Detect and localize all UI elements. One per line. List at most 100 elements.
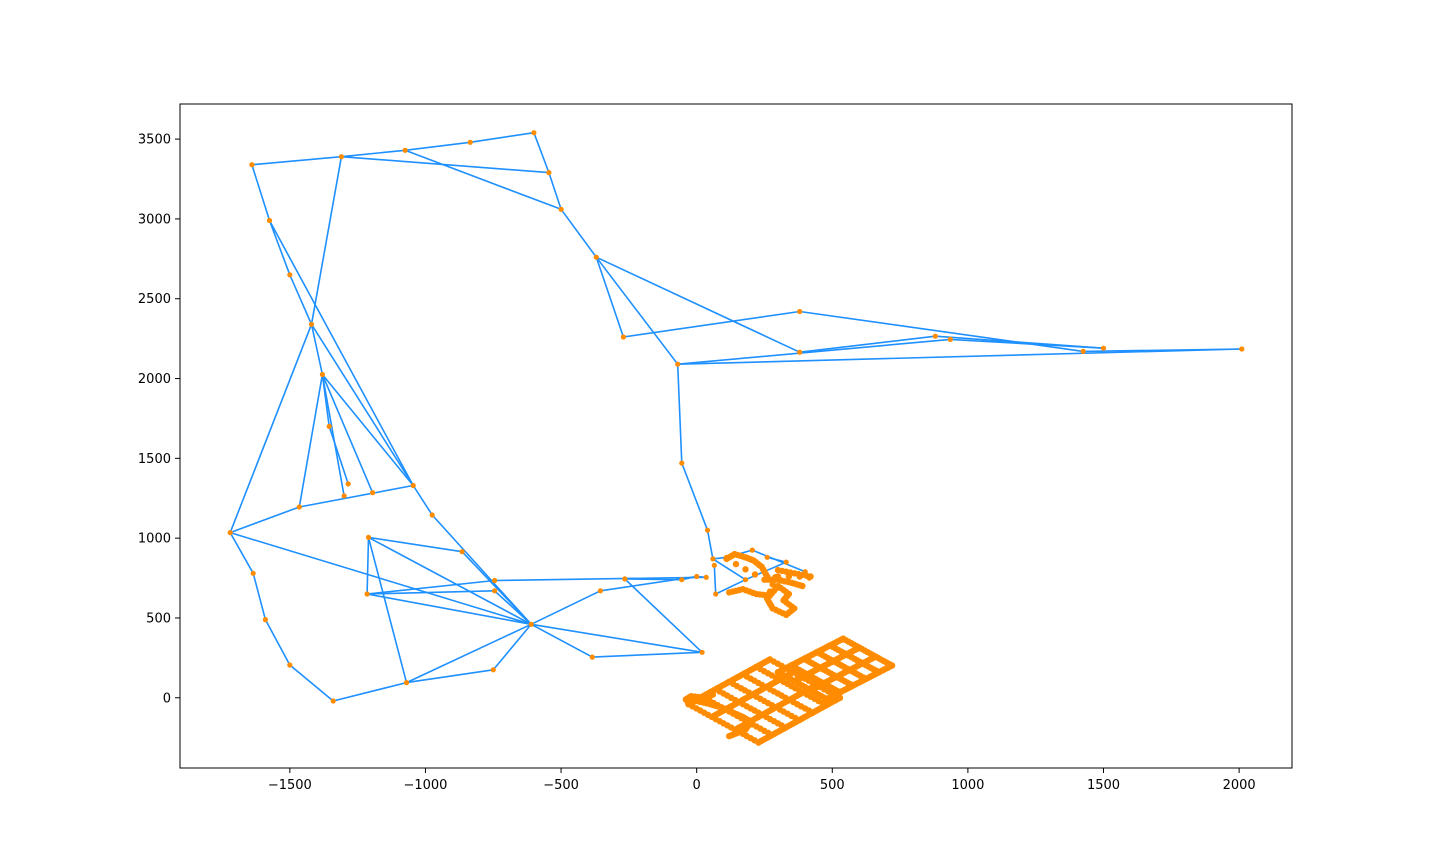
network-node-32	[330, 698, 336, 704]
x-tick-label-3: 0	[693, 778, 701, 793]
network-edge-5	[548, 172, 562, 210]
network-edge-16	[799, 335, 936, 353]
network-edge-13	[677, 348, 1242, 365]
x-tick-label-6: 1500	[1087, 778, 1120, 793]
network-edge-75	[624, 578, 682, 581]
network-edge-7	[404, 149, 562, 211]
network-node-45	[679, 460, 685, 466]
network-edge-45	[321, 373, 414, 487]
network-edge-58	[366, 537, 370, 595]
network-edge-60	[367, 537, 408, 683]
y-tick-label-7: 3500	[138, 133, 171, 148]
y-tick-label-1: 500	[146, 611, 171, 626]
network-node-27	[296, 504, 302, 510]
network-edge-36	[310, 156, 343, 325]
network-edge-35	[268, 220, 414, 486]
network-edge-67	[406, 623, 532, 684]
network-node-11	[797, 349, 803, 355]
axes-frame	[179, 103, 1293, 769]
network-node-24	[370, 490, 376, 496]
network-node-54	[742, 577, 749, 583]
cluster-point-597	[742, 566, 749, 573]
cluster-point-560	[766, 588, 774, 595]
network-edge-34	[289, 274, 313, 325]
x-axis: −1500 −1000 −500 0 500 1000 1500 2000	[268, 768, 1256, 793]
network-edge-3	[470, 131, 535, 144]
cluster-point-456	[856, 644, 863, 651]
network-edge-63	[366, 593, 532, 626]
network-node-6	[558, 206, 564, 212]
network-node-28	[227, 530, 233, 536]
network-edge-50	[229, 532, 254, 574]
network-edge-66	[406, 669, 494, 684]
network-edge-42	[328, 426, 349, 485]
network-node-25	[410, 482, 416, 489]
network-node-8	[620, 334, 627, 340]
network-node-1	[338, 154, 344, 160]
network-edge-62	[367, 590, 495, 595]
cluster-point-664	[709, 691, 717, 698]
network-node-53	[723, 554, 730, 560]
network-edge-9	[595, 256, 625, 338]
network-node-55	[749, 547, 755, 553]
network-node-23	[345, 481, 351, 487]
network-node-10	[797, 308, 803, 315]
network-node-50	[710, 556, 716, 562]
cluster-point-598	[751, 571, 759, 578]
network-node-16	[1239, 346, 1245, 352]
network-node-3	[467, 139, 473, 145]
network-node-36	[459, 549, 465, 555]
network-edge-55	[229, 531, 532, 626]
network-edge-52	[264, 619, 291, 666]
network-nodes	[227, 130, 1245, 746]
network-node-33	[403, 680, 410, 686]
network-edge-0	[251, 155, 342, 166]
y-tick-label-4: 2000	[138, 372, 171, 387]
network-node-42	[589, 654, 595, 660]
y-axis: 0 500 1000 1500 2000 2500 3000 3500	[138, 133, 180, 706]
network-node-17	[266, 217, 273, 224]
network-node-57	[783, 559, 789, 565]
network-edge-8	[560, 208, 597, 258]
network-edge-74	[624, 578, 703, 653]
network-node-12	[932, 333, 938, 339]
y-tick-label-5: 2500	[138, 292, 171, 307]
network-node-48	[694, 573, 700, 580]
cluster-point-559	[764, 595, 771, 602]
cluster-point-572	[796, 573, 803, 580]
network-node-51	[711, 562, 717, 568]
network-edge-2	[405, 141, 471, 152]
network-node-44	[622, 576, 628, 582]
network-edge-14	[595, 256, 679, 365]
network-edge-44	[321, 374, 374, 494]
network-node-5	[546, 170, 552, 176]
network-node-26	[429, 512, 435, 518]
network-node-40	[528, 621, 534, 627]
network-node-2	[402, 147, 408, 153]
x-tick-label-5: 1000	[951, 778, 984, 793]
y-tick-label-6: 3000	[138, 212, 171, 227]
network-edges	[229, 131, 1242, 702]
network-edge-49	[229, 506, 300, 534]
network-node-35	[364, 591, 370, 597]
network-node-52	[713, 591, 719, 597]
network-node-59	[806, 575, 812, 581]
network-node-34	[365, 534, 372, 541]
network-edge-37	[229, 324, 313, 533]
network-edge-31	[715, 578, 746, 595]
network-edge-72	[530, 623, 593, 658]
network-node-58	[802, 569, 808, 575]
network-node-47	[679, 577, 685, 583]
network-edge-38	[310, 323, 414, 486]
network-edge-15	[595, 256, 801, 353]
network-node-38	[492, 588, 498, 594]
network-node-29	[250, 570, 256, 576]
network-node-4	[531, 130, 537, 136]
y-tick-label-2: 1000	[138, 532, 171, 547]
cluster-point-169	[766, 656, 774, 663]
network-edge-27	[712, 558, 746, 581]
network-node-19	[308, 321, 315, 327]
x-tick-label-7: 2000	[1223, 778, 1256, 793]
network-edge-29	[767, 556, 787, 563]
